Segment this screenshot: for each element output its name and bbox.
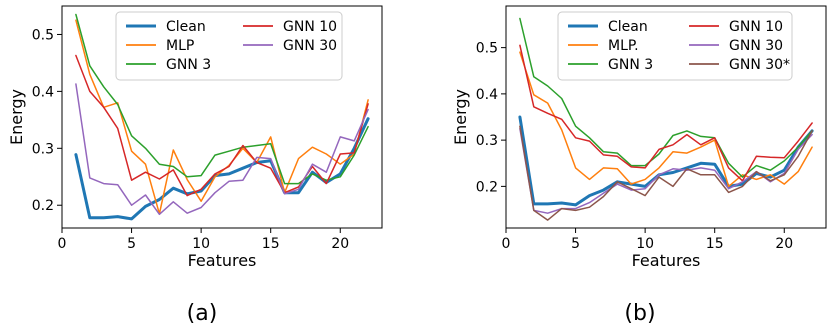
- x-tick-label: 10: [636, 236, 654, 252]
- x-tick-label: 0: [502, 236, 511, 252]
- legend-label: GNN 30: [283, 38, 337, 54]
- x-axis-label: Features: [632, 251, 701, 270]
- legend-label: GNN 30*: [729, 57, 790, 73]
- x-tick-label: 15: [706, 236, 724, 252]
- series-line-4: [519, 127, 813, 214]
- series-line-5: [519, 125, 813, 221]
- x-axis-label: Features: [188, 251, 257, 270]
- legend-label: MLP.: [608, 38, 639, 54]
- legend-label: GNN 3: [166, 57, 211, 73]
- y-axis-label: Energy: [7, 89, 26, 145]
- legend: Clean MLP. GNN 3 GNN 10 GNN 30 GNN 30*: [557, 11, 793, 81]
- series-lines: [74, 13, 370, 221]
- legend-box: [115, 11, 343, 81]
- y-tick-label: 0.4: [32, 84, 54, 100]
- x-tick-label: 20: [775, 236, 793, 252]
- series-line-2: [75, 13, 369, 185]
- series-line-2: [519, 17, 813, 178]
- chart-panel-a: 0 5 10 15 20 0.2 0.3 0.4 0.5 Features Energy Cle…: [7, 5, 383, 326]
- panel-caption: (b): [624, 301, 655, 326]
- series-lines: [518, 17, 814, 221]
- chart-panel-b: 0 5 10 15 20 0.2 0.3 0.4 0.5 Features Energy Cle…: [451, 5, 827, 326]
- y-tick-label: 0.4: [476, 87, 498, 103]
- y-tick-label: 0.3: [476, 133, 498, 149]
- y-tick-label: 0.3: [32, 141, 54, 157]
- y-tick-label: 0.2: [476, 179, 498, 195]
- x-tick-label: 0: [58, 236, 67, 252]
- x-tick-label: 5: [571, 236, 580, 252]
- panel-caption: (a): [187, 301, 218, 326]
- legend-label: Clean: [166, 19, 206, 35]
- plot-area-frame: [61, 5, 383, 229]
- y-tick-label: 0.5: [32, 27, 54, 43]
- series-line-4: [75, 83, 369, 216]
- x-tick-label: 5: [127, 236, 136, 252]
- series-line-1: [75, 19, 369, 215]
- x-tick-label: 20: [331, 236, 349, 252]
- legend-label: Clean: [608, 19, 648, 35]
- x-tick-label: 10: [192, 236, 210, 252]
- series-line-3: [75, 54, 369, 197]
- y-axis-label: Energy: [451, 89, 470, 145]
- axis-ticks: 0 5 10 15 20 0.2 0.3 0.4 0.5: [476, 41, 793, 252]
- legend-label: MLP: [166, 38, 194, 54]
- legend-label: GNN 10: [729, 19, 783, 35]
- x-tick-label: 15: [262, 236, 280, 252]
- axis-ticks: 0 5 10 15 20 0.2 0.3 0.4 0.5: [32, 27, 349, 252]
- legend-box: [557, 11, 793, 81]
- legend-label: GNN 3: [608, 57, 653, 73]
- legend-label: GNN 10: [283, 19, 337, 35]
- legend: Clean MLP GNN 3 GNN 10 GNN 30: [115, 11, 343, 81]
- series-line-0: [518, 115, 814, 207]
- plot-area-frame: [505, 5, 827, 229]
- y-tick-label: 0.5: [476, 41, 498, 57]
- legend-label: GNN 30: [729, 38, 783, 54]
- y-tick-label: 0.2: [32, 198, 54, 214]
- series-line-3: [519, 44, 813, 182]
